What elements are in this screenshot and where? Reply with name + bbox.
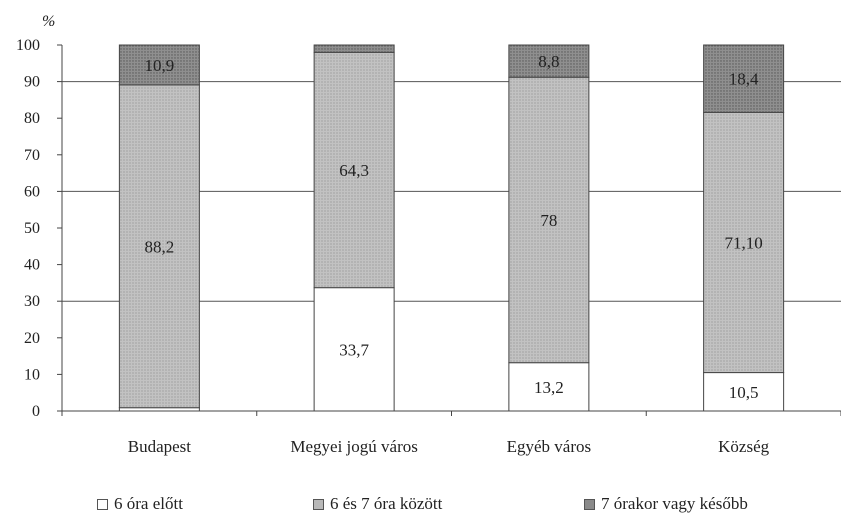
bar-segment — [703, 372, 785, 412]
y-tick-label: 100 — [16, 37, 40, 54]
y-tick-label: 20 — [24, 330, 40, 347]
axes: 0 10 20 30 40 50 60 70 80 90 100 Budapest Megyei jog… — [16, 37, 841, 456]
bar-segment — [703, 111, 785, 374]
data-label: 78 — [540, 211, 557, 230]
bar-segment — [118, 84, 200, 409]
legend-item-7-later: 7 órakor vagy később — [584, 494, 748, 514]
stacked-bar-chart: % 0 10 20 30 40 50 60 70 80 90 100 Budapest Megyei j… — [16, 13, 841, 456]
legend-label: 7 órakor vagy később — [601, 494, 748, 513]
bars — [118, 44, 785, 412]
legend-item-6-7: 6 és 7 óra között — [313, 494, 442, 514]
y-tick-label: 90 — [24, 74, 40, 91]
y-tick-label: 10 — [24, 366, 40, 383]
y-unit-label: % — [42, 13, 55, 30]
y-tick-label: 60 — [24, 183, 40, 200]
data-label: 10,5 — [729, 383, 759, 402]
legend-swatch-dark — [584, 498, 595, 510]
data-label: 10,9 — [145, 56, 175, 75]
legend-label: 6 és 7 óra között — [330, 494, 443, 513]
bar-segment — [703, 44, 785, 113]
data-labels: 88,2 10,9 33,7 64,3 13,2 78 8,8 10,5 71,10 18,4 — [145, 52, 763, 402]
x-tick-label: Község — [718, 437, 769, 456]
bar-segment — [508, 44, 590, 78]
data-label: 8,8 — [538, 52, 559, 71]
bar-segment — [313, 51, 395, 289]
bar-segment — [313, 44, 395, 53]
bar-segment — [508, 362, 590, 412]
bar-segment — [313, 287, 395, 412]
legend-label: 6 óra előtt — [114, 494, 183, 513]
x-tick-label: Egyéb város — [507, 437, 592, 456]
y-tick-label: 70 — [24, 147, 40, 164]
y-tick-label: 40 — [24, 257, 40, 274]
x-tick-label: Megyei jogú város — [290, 437, 417, 456]
y-tick-label: 0 — [32, 403, 40, 420]
y-tick-label: 30 — [24, 293, 40, 310]
legend-swatch-white — [97, 498, 108, 510]
y-tick-label: 50 — [24, 220, 40, 237]
bar-segment — [508, 76, 590, 364]
x-tick-label: Budapest — [128, 437, 192, 456]
data-label: 64,3 — [339, 161, 369, 180]
data-label: 71,10 — [725, 233, 763, 252]
bar-segment — [118, 44, 200, 86]
legend: 6 óra előtt 6 és 7 óra között 7 órakor v… — [0, 494, 841, 516]
data-label: 13,2 — [534, 378, 564, 397]
data-label: 18,4 — [729, 70, 759, 89]
data-label: 88,2 — [145, 237, 175, 256]
legend-swatch-light — [313, 498, 324, 510]
legend-item-before-6: 6 óra előtt — [97, 494, 183, 514]
y-tick-label: 80 — [24, 110, 40, 127]
data-label: 33,7 — [339, 340, 369, 359]
